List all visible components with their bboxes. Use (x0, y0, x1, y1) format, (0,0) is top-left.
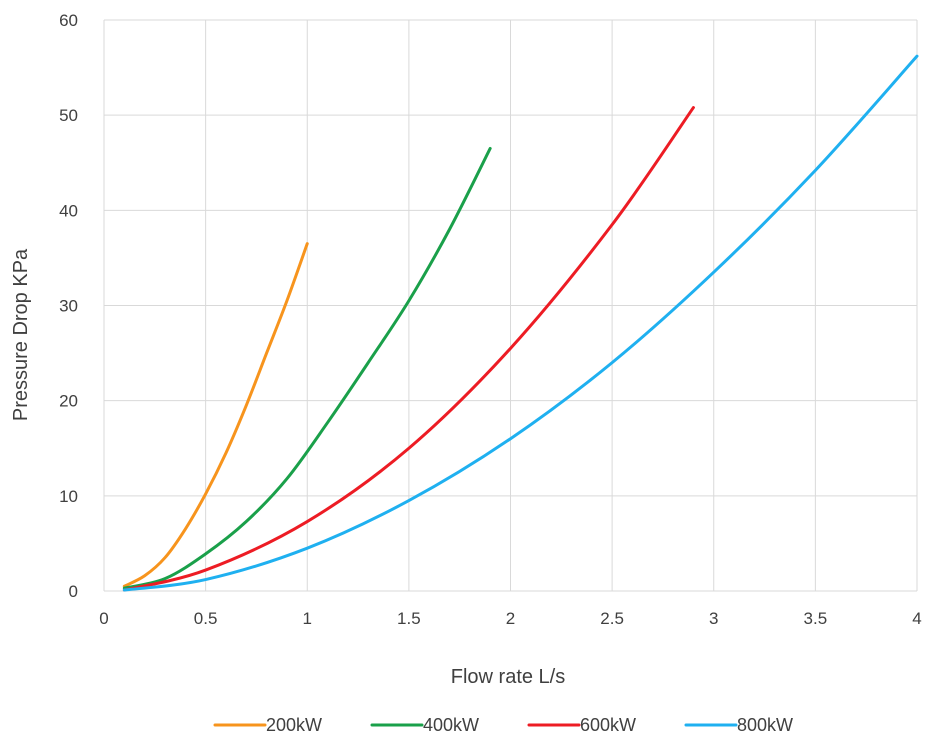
y-tick-label: 0 (69, 582, 78, 601)
y-tick-label: 50 (59, 106, 78, 125)
x-tick-label: 1.5 (397, 609, 421, 628)
legend-label: 800kW (737, 715, 793, 735)
x-tick-label: 3.5 (804, 609, 828, 628)
x-tick-label: 4 (912, 609, 921, 628)
x-tick-label: 2 (506, 609, 515, 628)
y-tick-label: 10 (59, 487, 78, 506)
x-axis-title: Flow rate L/s (451, 666, 565, 688)
y-tick-label: 20 (59, 392, 78, 411)
legend: 200kW 400kW 600kW 800kW (213, 715, 793, 735)
legend-label: 400kW (423, 715, 479, 735)
x-tick-label: 0 (99, 609, 108, 628)
series-lines (122, 54, 919, 592)
y-tick-label: 40 (59, 201, 78, 220)
series-line-600kW (122, 106, 695, 592)
series-line-400kW (122, 146, 492, 590)
y-axis-title: Pressure Drop KPa (10, 248, 32, 421)
legend-label: 200kW (266, 715, 322, 735)
series-line-200kW (122, 242, 309, 588)
x-tick-label: 3 (709, 609, 718, 628)
x-tick-label: 2.5 (600, 609, 624, 628)
x-tick-label: 1 (303, 609, 312, 628)
legend-item: 200kW (213, 715, 322, 735)
series-line-800kW (122, 54, 919, 592)
y-tick-label: 60 (59, 11, 78, 30)
legend-item: 800kW (684, 715, 793, 735)
y-tick-labels: 0 10 20 30 40 50 60 (59, 11, 78, 601)
y-tick-label: 30 (59, 297, 78, 316)
legend-item: 400kW (370, 715, 479, 735)
x-tick-label: 0.5 (194, 609, 218, 628)
legend-label: 600kW (580, 715, 636, 735)
legend-item: 600kW (527, 715, 636, 735)
grid (103, 19, 918, 592)
x-tick-labels: 0 0.5 1 1.5 2 2.5 3 3.5 4 (99, 609, 921, 628)
